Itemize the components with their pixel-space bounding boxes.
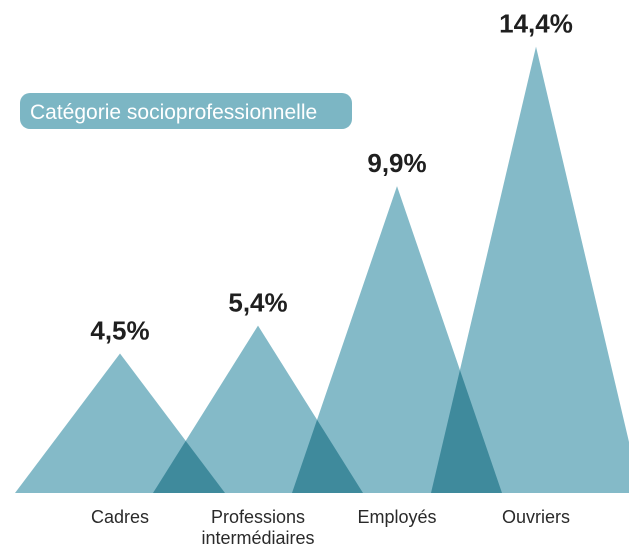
category-labels-layer: Cadres Professions intermédiaires Employés O… <box>91 507 570 548</box>
value-label-3: 14,4% <box>499 9 573 39</box>
peak-0 <box>15 353 225 493</box>
value-labels-layer: 4,5% 5,4% 9,9% 14,4% <box>90 9 573 346</box>
category-label-line: intermédiaires <box>201 528 314 548</box>
category-label-line: Employés <box>357 507 436 527</box>
category-label-line: Professions <box>211 507 305 527</box>
value-label-1: 5,4% <box>228 288 287 318</box>
category-label-line: Ouvriers <box>502 507 570 527</box>
value-label-0: 4,5% <box>90 316 149 346</box>
overlap-2 <box>431 370 502 493</box>
category-label-1: Professions intermédiaires <box>201 507 314 548</box>
category-label-3: Ouvriers <box>502 507 570 527</box>
peak-3 <box>431 46 629 493</box>
overlaps-layer <box>153 370 502 493</box>
category-badge: Catégorie socioprofessionnelle <box>20 93 352 129</box>
overlap-0 <box>153 440 225 493</box>
category-label-0: Cadres <box>91 507 149 527</box>
category-label-line: Cadres <box>91 507 149 527</box>
chart-title: Catégorie socioprofessionnelle <box>30 101 317 124</box>
overlap-1 <box>292 419 363 493</box>
category-badge-background <box>20 93 352 129</box>
category-label-2: Employés <box>357 507 436 527</box>
value-label-2: 9,9% <box>367 148 426 178</box>
